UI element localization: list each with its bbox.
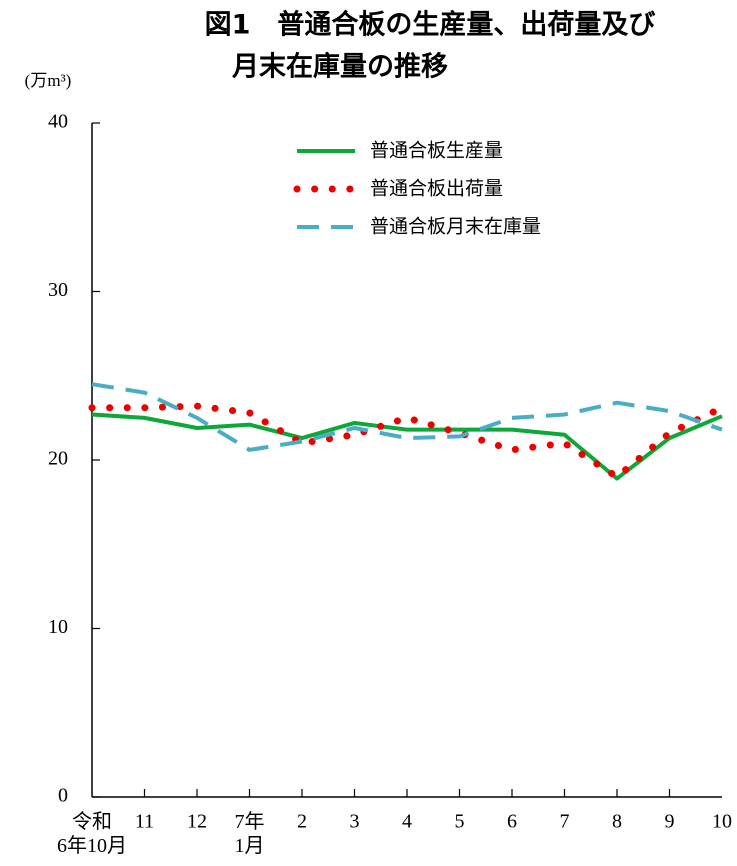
x-tick-label: 3: [350, 811, 360, 833]
legend-label: 普通合板出荷量: [370, 178, 503, 200]
x-tick-label: 7年 1月: [235, 810, 265, 857]
x-tick-label: 8: [612, 811, 622, 833]
x-tick-label-line: 1月: [235, 835, 265, 857]
y-tick-label: 40: [48, 111, 68, 133]
x-tick-label: 2: [297, 811, 307, 833]
x-tick-label: 5: [455, 811, 465, 833]
x-tick-label: 4: [402, 811, 412, 833]
y-axis-label: (万m³): [25, 71, 72, 90]
x-tick-label: 12: [187, 811, 207, 833]
x-tick-label: 令和 6年10月: [57, 810, 127, 857]
legend-label: 普通合板月末在庫量: [370, 216, 541, 238]
x-tick-label: 7: [560, 811, 570, 833]
legend-label: 普通合板生産量: [370, 140, 503, 162]
series-line: [91, 412, 723, 481]
y-tick-label: 30: [48, 279, 68, 301]
series-line: [91, 382, 723, 452]
series-line: [88, 402, 726, 481]
chart-title: 図1 普通合板の生産量、出荷量及び: [205, 9, 656, 41]
chart-title: 月末在庫量の推移: [231, 52, 448, 83]
x-tick-label: 9: [665, 811, 675, 833]
x-tick-label: 6: [507, 811, 517, 833]
x-tick-label: 11: [135, 811, 154, 833]
y-tick-label: 0: [58, 785, 68, 807]
y-tick-label: 20: [48, 448, 68, 470]
x-tick-label-line: 6年10月: [57, 834, 127, 857]
x-tick-label-line: 7年: [235, 810, 265, 833]
x-tick-label: 10: [712, 811, 732, 833]
y-tick-label: 10: [48, 616, 68, 638]
x-tick-label-line: 令和: [72, 810, 112, 833]
